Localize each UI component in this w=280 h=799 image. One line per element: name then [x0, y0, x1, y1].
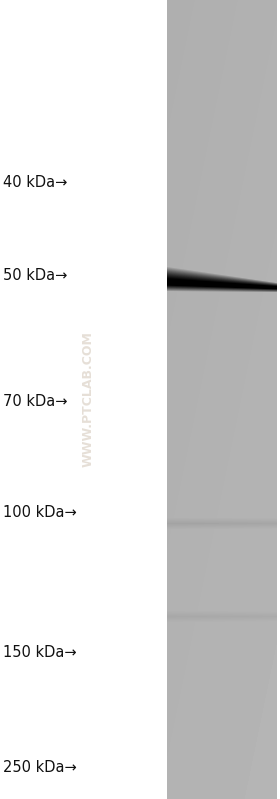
- Text: 250 kDa→: 250 kDa→: [3, 760, 76, 774]
- Text: 70 kDa→: 70 kDa→: [3, 395, 67, 409]
- Text: 50 kDa→: 50 kDa→: [3, 268, 67, 283]
- Text: 40 kDa→: 40 kDa→: [3, 175, 67, 189]
- Text: 100 kDa→: 100 kDa→: [3, 506, 76, 520]
- Text: WWW.PTCLAB.COM: WWW.PTCLAB.COM: [82, 332, 95, 467]
- Text: 150 kDa→: 150 kDa→: [3, 646, 76, 660]
